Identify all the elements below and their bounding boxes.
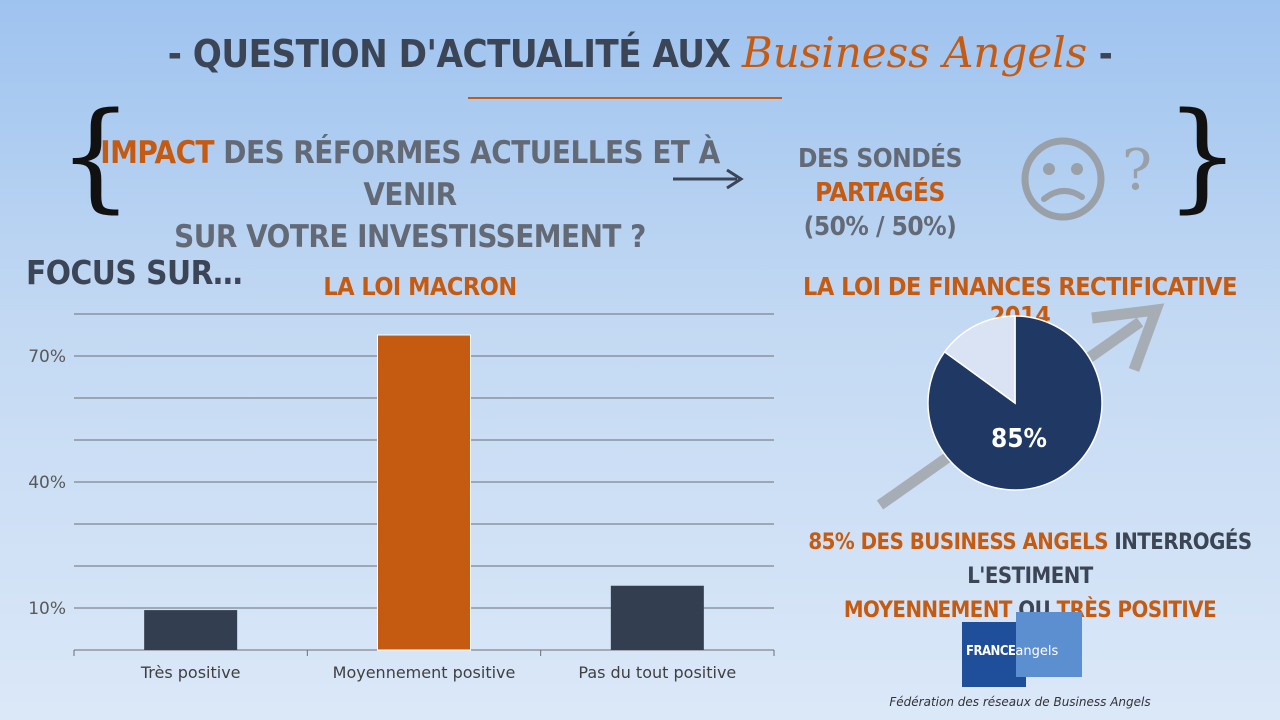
bar-chart-x-axis: Très positive Moyennement positive Pas du …: [140, 663, 736, 682]
bar-1: [144, 610, 238, 650]
answer-highlight: PARTAGÉS: [815, 178, 945, 208]
right-arrow-icon: [673, 168, 744, 190]
y-tick-label: 10%: [28, 599, 66, 619]
bar-chart: 10% 40% 70% Très positive Moyennement posit…: [28, 313, 775, 682]
france-angels-logo: Franceangels: [962, 612, 1082, 687]
title-suffix: -: [1098, 32, 1113, 76]
bar-3: [610, 585, 704, 650]
question-mark-icon: ?: [1122, 138, 1153, 203]
pie-chart: 85%: [927, 315, 1103, 491]
pie-caption: 85% DES BUSINESS ANGELS INTERROGÉS L'EST…: [790, 526, 1270, 628]
title-highlight: Business Angels: [741, 28, 1088, 77]
logo-angels: angels: [1015, 644, 1059, 659]
question-line2: SUR VOTRE INVESTISSEMENT ?: [174, 219, 646, 255]
pie-center-label: 85%: [991, 424, 1047, 454]
sad-face-icon: [1021, 137, 1105, 221]
y-tick-label: 70%: [28, 347, 66, 367]
pie-chart-slices: [927, 315, 1103, 491]
x-tick-label: Très positive: [140, 663, 241, 682]
footer-text: Fédération des réseaux de Business Angel…: [889, 695, 1151, 709]
x-tick-label: Pas du tout positive: [578, 663, 736, 682]
x-tick-label: Moyennement positive: [333, 663, 516, 682]
logo-france: France: [966, 644, 1016, 659]
bar-chart-bars: [144, 334, 704, 651]
pie-slice-2: [943, 315, 1016, 405]
page-title: - QUESTION D'ACTUALITÉ AUX Business Ange…: [0, 28, 1280, 77]
caption-part1: 85% DES BUSINESS ANGELS: [808, 530, 1108, 555]
logo-wordmark: Franceangels: [966, 644, 1084, 659]
caption-part3: MOYENNEMENT: [843, 598, 1013, 623]
question-text: IMPACT DES RÉFORMES ACTUELLES ET À VENIR…: [100, 132, 720, 258]
title-prefix: - QUESTION D'ACTUALITÉ AUX: [167, 32, 731, 76]
bar-2: [377, 334, 471, 651]
question-highlight: IMPACT: [100, 135, 215, 171]
bar-chart-y-axis: 10% 40% 70%: [28, 347, 66, 619]
caption-part2: INTERROGÉS L'ESTIMENT: [967, 530, 1252, 589]
question-line1: DES RÉFORMES ACTUELLES ET À VENIR: [223, 135, 720, 213]
left-brace: {: [58, 86, 134, 224]
focus-label: FOCUS SUR…: [26, 253, 243, 292]
answer-text: DES SONDÉS PARTAGÉS (50% / 50%): [740, 142, 1020, 244]
logo-back-square: [962, 622, 1026, 687]
answer-prefix: DES SONDÉS: [798, 144, 962, 174]
caption-part5: TRÈS POSITIVE: [1056, 598, 1217, 623]
bar-chart-title: LA LOI MACRON: [323, 272, 517, 301]
answer-split: (50% / 50%): [803, 212, 957, 242]
title-underline: [468, 97, 782, 99]
right-brace: }: [1165, 86, 1241, 224]
y-tick-label: 40%: [28, 473, 66, 493]
logo-front-square: [1016, 612, 1082, 677]
